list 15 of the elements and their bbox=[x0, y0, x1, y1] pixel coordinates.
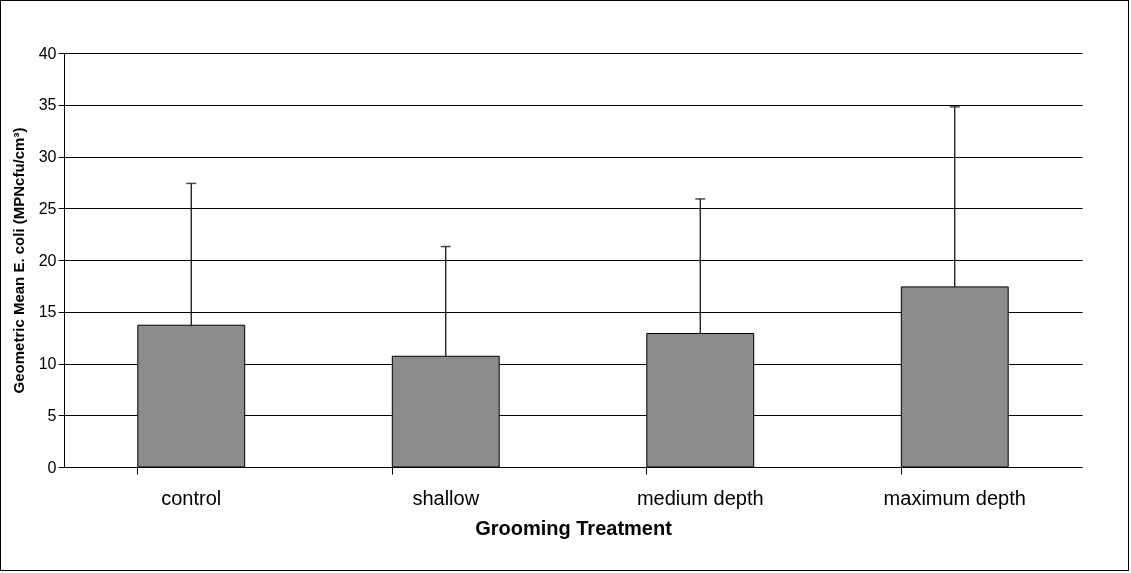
y-tick-label: 15 bbox=[38, 303, 57, 321]
y-tick-label: 35 bbox=[38, 96, 57, 114]
y-tick-label: 20 bbox=[38, 251, 57, 269]
y-tick-label: 40 bbox=[38, 44, 57, 62]
x-tick-label: control bbox=[161, 486, 222, 509]
y-tick-label: 0 bbox=[47, 458, 57, 476]
x-axis-title: Grooming Treatment bbox=[475, 516, 673, 539]
y-tick-label: 25 bbox=[38, 199, 57, 217]
y-tick-label: 5 bbox=[47, 406, 57, 424]
y-axis-title: Geometric Mean E. coli (MPNcfu/cm³) bbox=[9, 127, 27, 394]
y-tick-label: 10 bbox=[38, 355, 57, 372]
y-tick-label: 30 bbox=[38, 148, 57, 165]
x-tick-label: maximum depth bbox=[883, 486, 1026, 509]
x-tick-label: medium depth bbox=[636, 486, 764, 509]
x-tick-label: shallow bbox=[412, 486, 480, 509]
